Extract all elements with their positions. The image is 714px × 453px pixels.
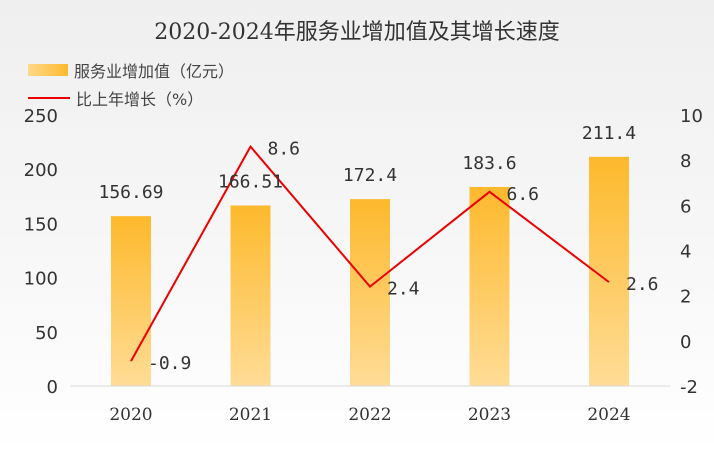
bar-2020	[111, 216, 151, 386]
bar-data-label: 172.4	[343, 165, 397, 186]
line-data-label: -0.9	[148, 353, 191, 374]
x-axis-tick: 2020	[109, 405, 152, 425]
legend-label-line: 比上年增长（%）	[76, 90, 204, 109]
left-axis-tick: 150	[24, 214, 58, 235]
legend-swatch-bar	[28, 64, 68, 76]
growth-line	[130, 144, 610, 362]
line-data-label: 6.6	[507, 184, 540, 205]
legend-swatch-line	[28, 97, 70, 99]
left-axis-tick: 0	[47, 377, 58, 398]
x-axis-tick: 2022	[348, 405, 391, 425]
line-data-label: 2.4	[387, 279, 420, 300]
right-axis-tick: -2	[680, 377, 698, 398]
right-axis-tick: 8	[680, 151, 691, 172]
right-axis-tick: 0	[680, 332, 691, 353]
x-axis-tick: 2023	[468, 405, 511, 425]
line-data-label: 2.6	[626, 274, 659, 295]
right-axis-tick: 6	[680, 196, 691, 217]
right-axis-tick: 4	[680, 242, 691, 263]
bar-data-label: 166.51	[218, 172, 283, 193]
right-axis-tick: 10	[680, 106, 703, 127]
legend-label-bar: 服务业增加值（亿元）	[74, 62, 235, 81]
line-data-label: 8.6	[268, 139, 301, 160]
x-axis-tick: 2021	[229, 405, 272, 425]
legend-item-bar: 服务业增加值（亿元）	[28, 58, 234, 82]
x-axis-tick: 2024	[587, 405, 630, 425]
chart-title: 2020-2024年服务业增加值及其增长速度	[154, 20, 560, 45]
bar-data-label: 183.6	[462, 153, 516, 174]
bar-2022	[350, 199, 390, 386]
right-axis-tick: 2	[680, 287, 691, 308]
bar-data-label: 211.4	[582, 123, 636, 144]
bar-2023	[469, 186, 510, 386]
legend-item-line: 比上年增长（%）	[28, 86, 203, 110]
left-axis-tick: 200	[24, 160, 58, 181]
left-axis-tick: 250	[24, 106, 58, 127]
left-axis-tick: 50	[35, 323, 58, 344]
bar-data-label: 156.69	[98, 182, 163, 203]
bar-2021	[230, 205, 271, 386]
left-axis-tick: 100	[24, 269, 58, 290]
